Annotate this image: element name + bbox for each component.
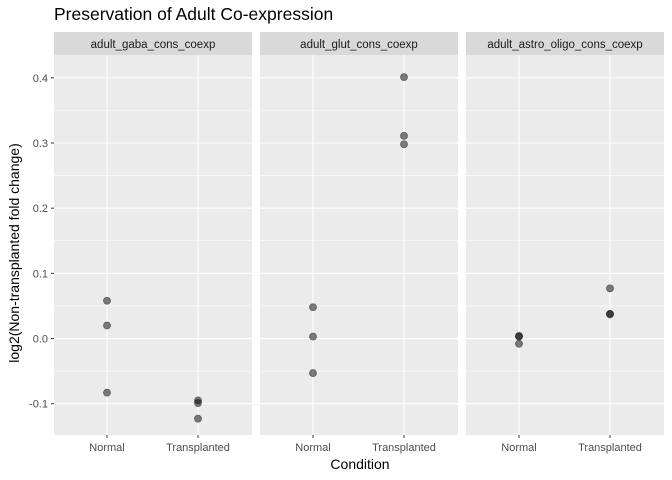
data-point (103, 388, 111, 397)
x-tick-label: Transplanted (578, 442, 642, 454)
data-point (194, 399, 202, 407)
data-point (309, 369, 317, 377)
data-point (103, 296, 111, 305)
y-tick-label: 0.0 (33, 334, 48, 346)
y-tick-label: 0.4 (33, 73, 48, 85)
data-point (194, 414, 202, 423)
data-point (606, 284, 614, 293)
x-tick-label: Normal (89, 442, 124, 454)
data-point (309, 303, 317, 312)
data-point (309, 332, 317, 341)
y-axis-title: log2(Non-transplanted fold change) (6, 143, 22, 362)
y-tick-label: 0.2 (33, 203, 48, 215)
data-point (400, 73, 408, 82)
chart-title: Preservation of Adult Co-expression (54, 4, 333, 24)
y-tick-label: 0.3 (33, 138, 48, 150)
data-point (103, 321, 111, 330)
facet-label: adult_glut_cons_coexp (300, 39, 418, 51)
y-axis: -0.1 0.0 0.1 0.2 0.3 0.4 (29, 73, 54, 411)
data-point (606, 310, 614, 319)
facet-strip (466, 32, 664, 55)
x-axis-title: Condition (330, 456, 389, 472)
panel-background (260, 55, 458, 435)
facet-panel: adult_gaba_cons_coexp Normal Transplanted (54, 32, 252, 454)
x-tick-label: Normal (501, 442, 536, 454)
y-tick-label: 0.1 (33, 268, 48, 280)
data-point (515, 332, 523, 341)
data-point (515, 339, 523, 348)
facet-label: adult_gaba_cons_coexp (91, 39, 216, 51)
facet-strip (260, 32, 458, 55)
data-point (400, 140, 408, 149)
data-point (400, 131, 408, 140)
x-tick-label: Transplanted (372, 442, 436, 454)
panel-background (466, 55, 664, 435)
facet-label: adult_astro_oligo_cons_coexp (487, 39, 642, 51)
panel-background (54, 55, 252, 435)
facet-panel: adult_glut_cons_coexp Normal Transplanted (260, 32, 458, 454)
x-tick-label: Transplanted (166, 442, 230, 454)
facet-panel: adult_astro_oligo_cons_coexp Normal Transp… (466, 32, 664, 454)
facet-strip (54, 32, 252, 55)
y-tick-label: -0.1 (29, 399, 48, 411)
x-tick-label: Normal (295, 442, 330, 454)
